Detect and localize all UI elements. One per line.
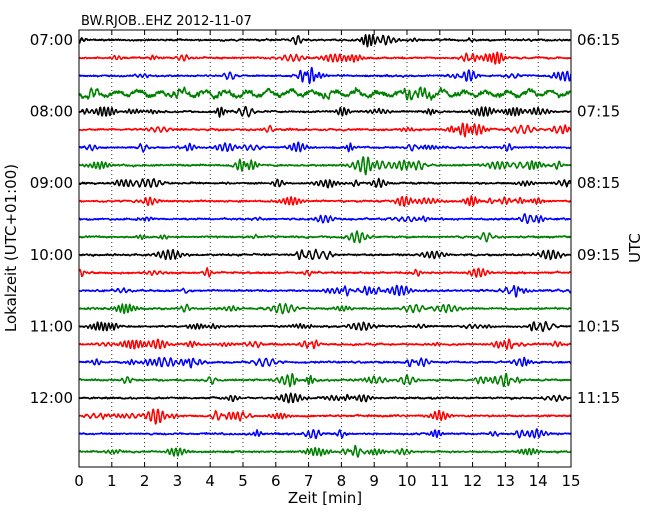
trace-line xyxy=(78,86,572,101)
x-tick-label: 2 xyxy=(140,472,150,490)
trace-line xyxy=(78,302,572,315)
trace-line xyxy=(78,320,572,333)
chart-title: BW.RJOB..EHZ 2012-11-07 xyxy=(81,14,252,29)
x-tick-label: 13 xyxy=(496,472,515,490)
trace-line xyxy=(78,51,572,65)
trace-line xyxy=(78,372,572,388)
left-tick-label: 10:00 xyxy=(30,246,73,264)
trace-line xyxy=(78,105,572,118)
trace-line xyxy=(78,444,572,458)
left-tick-label: 12:00 xyxy=(30,389,73,407)
left-axis-label: Lokalzeit (UTC+01:00) xyxy=(2,164,20,332)
trace-line xyxy=(78,213,572,225)
trace-line xyxy=(78,338,572,350)
right-tick-label: 09:15 xyxy=(577,246,620,264)
right-axis: 06:15 07:15 08:15 09:15 10:15 11:15 xyxy=(566,31,620,407)
trace-line xyxy=(78,66,572,85)
right-tick-label: 11:15 xyxy=(577,389,620,407)
left-axis: 07:00 08:00 09:00 10:00 11:00 12:00 xyxy=(30,31,84,407)
left-tick-label: 11:00 xyxy=(30,317,73,335)
trace-line xyxy=(78,141,572,153)
trace-line xyxy=(78,230,572,244)
plot-area xyxy=(79,30,571,467)
x-tick-label: 6 xyxy=(271,472,281,490)
x-tick-label: 15 xyxy=(561,472,580,490)
trace-line xyxy=(78,33,572,48)
trace-line xyxy=(78,156,572,176)
left-tick-label: 07:00 xyxy=(30,31,73,49)
right-tick-label: 06:15 xyxy=(577,31,620,49)
x-tick-label: 1 xyxy=(107,472,117,490)
trace-line xyxy=(78,267,572,278)
grid xyxy=(111,30,539,467)
x-tick-label: 9 xyxy=(369,472,379,490)
x-tick-label: 12 xyxy=(463,472,482,490)
trace-line xyxy=(78,392,572,404)
trace-line xyxy=(78,195,572,207)
right-axis-label: UTC xyxy=(626,233,644,263)
left-tick-label: 08:00 xyxy=(30,103,73,121)
x-tick-label: 5 xyxy=(238,472,248,490)
x-axis: 0 1 2 3 4 5 6 7 8 9 10 11 12 13 14 15 xyxy=(74,30,581,490)
trace-line xyxy=(78,177,572,189)
trace-line xyxy=(78,356,572,369)
right-tick-label: 10:15 xyxy=(577,317,620,335)
left-tick-label: 09:00 xyxy=(30,174,73,192)
trace-line xyxy=(78,428,572,440)
x-tick-label: 4 xyxy=(205,472,215,490)
trace-line xyxy=(78,284,572,298)
x-axis-label: Zeit [min] xyxy=(288,489,362,507)
x-tick-label: 10 xyxy=(397,472,416,490)
trace-line xyxy=(78,408,572,425)
traces xyxy=(78,33,572,458)
trace-line xyxy=(78,122,572,138)
x-tick-label: 8 xyxy=(337,472,347,490)
x-tick-label: 11 xyxy=(430,472,449,490)
plot-frame xyxy=(78,29,572,468)
right-tick-label: 07:15 xyxy=(577,103,620,121)
trace-line xyxy=(78,248,572,261)
x-tick-label: 14 xyxy=(529,472,548,490)
x-tick-label: 0 xyxy=(74,472,84,490)
right-tick-label: 08:15 xyxy=(577,174,620,192)
x-tick-label: 7 xyxy=(304,472,314,490)
x-tick-label: 3 xyxy=(173,472,183,490)
